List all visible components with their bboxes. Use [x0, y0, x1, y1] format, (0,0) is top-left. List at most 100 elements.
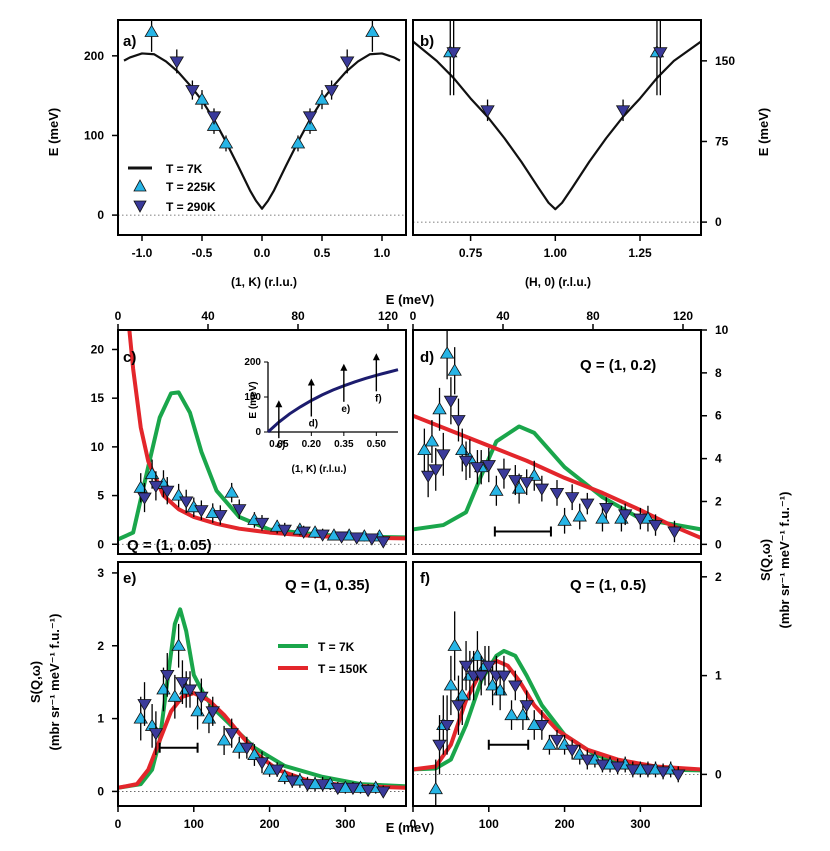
ytick-label-d: 2: [715, 494, 722, 508]
data-point-d-tri-down: [667, 526, 682, 539]
data-point-f-tri-down: [451, 700, 466, 713]
data-point-e-tri-down: [360, 785, 376, 798]
ytick-label-e: 0: [97, 784, 104, 798]
inset-ytick-label: 0: [255, 427, 261, 438]
data-point-e-tri-down: [182, 684, 198, 697]
ytick-label-f: 2: [715, 570, 722, 584]
data-point-a-tri-up: [218, 136, 234, 149]
series-line-c-t150k: [127, 331, 405, 541]
data-point-f-tri-down: [496, 670, 512, 683]
data-point-f-tri-down: [671, 769, 686, 782]
data-point-e-tri-up: [171, 638, 186, 651]
xtick-label-e: 300: [335, 817, 355, 831]
data-point-a-tri-up: [194, 92, 210, 105]
data-point-b-tri-down: [446, 47, 461, 60]
data-point-f-tri-down: [474, 670, 489, 683]
series-line-d-t150k: [414, 413, 700, 540]
data-point-d-tri-down: [451, 415, 466, 428]
inset-arrow-label-1: d): [309, 419, 318, 430]
top-xtick-label-c: 80: [291, 309, 305, 323]
ytick-label-c: 5: [97, 489, 104, 503]
panel-label-d: d): [420, 349, 434, 366]
inset-arrow-label-3: f): [375, 393, 382, 404]
panel-label-c: c): [123, 349, 136, 366]
series-line-a-t7k: [123, 52, 401, 210]
data-point-e-tri-up: [167, 689, 183, 702]
inset-xlabel: (1, K) (r.l.u.): [292, 464, 347, 475]
data-point-d-tri-up: [432, 402, 447, 415]
data-point-d-tri-down: [633, 513, 648, 526]
data-point-d-tri-down: [436, 449, 451, 462]
data-point-f-tri-down: [625, 764, 640, 777]
bottom-axis-label: E (meV): [386, 820, 434, 835]
legend-e-label-150k: T = 150K: [318, 662, 368, 676]
data-point-d-tri-up: [417, 442, 432, 455]
ytick-label-d: 4: [715, 452, 722, 466]
data-point-f-tri-up: [504, 707, 519, 721]
data-point-a-tri-up: [302, 118, 318, 131]
ytick-label-b: 150: [715, 54, 735, 68]
xtick-label-f: 200: [555, 817, 575, 831]
series-line-e-t150k: [119, 691, 405, 790]
data-point-e-tri-down: [254, 757, 270, 770]
data-point-a-tri-up: [144, 24, 159, 37]
xtick-label-e: 0: [115, 817, 122, 831]
inset-xtick-label: 0.50: [367, 439, 387, 450]
data-point-d-tri-up: [489, 483, 504, 496]
ytick-label-b: 0: [715, 215, 722, 229]
top-xtick-label-c: 0: [115, 309, 122, 323]
data-point-e-tri-down: [194, 691, 209, 705]
panel-label-a: a): [123, 33, 136, 50]
top-xtick-label-c: 120: [378, 309, 398, 323]
ytick-label-f: 1: [715, 669, 722, 683]
ytick-label-d: 6: [715, 409, 722, 423]
data-point-c-tri-down: [364, 533, 380, 546]
data-point-b-tri-down: [653, 47, 668, 60]
data-point-a-tri-down: [340, 56, 355, 69]
data-point-e-tri-down: [224, 728, 239, 741]
data-point-c-tri-down: [160, 485, 175, 498]
data-point-f-tri-down: [458, 660, 474, 674]
data-point-f-tri-down: [640, 764, 656, 777]
data-point-f-tri-up: [428, 781, 443, 795]
legend-a-label-225k: T = 225K: [166, 180, 216, 194]
data-point-c-tri-down: [315, 529, 330, 542]
data-point-d-tri-up: [447, 363, 462, 376]
inset-ylabel: E (meV): [248, 381, 259, 418]
ytick-label-d: 8: [715, 366, 722, 380]
xtick-label-e: 100: [184, 817, 204, 831]
panel-f: 0 1 2 0 100 200 300: [410, 561, 722, 831]
panel-d: 0 2 4 6 8 10 0 40 80 120: [410, 309, 729, 555]
data-point-f-tri-up: [542, 737, 557, 750]
series-line-f-t7k: [414, 648, 700, 773]
data-point-e-tri-down: [300, 779, 315, 792]
top-xtick-label-d: 120: [673, 309, 693, 323]
data-point-d-tri-down: [458, 455, 474, 469]
top-xtick-label-c: 40: [201, 309, 215, 323]
data-point-d-tri-down: [420, 470, 436, 484]
ytick-label-c: 10: [91, 440, 105, 454]
data-point-e-tri-down: [239, 742, 255, 756]
data-point-e-tri-up: [247, 747, 262, 760]
xtick-label-a: 1.0: [374, 246, 391, 260]
data-point-d-tri-up: [455, 442, 470, 455]
legend-a-label-7k: T = 7K: [166, 162, 203, 176]
ytick-label-b: 75: [715, 134, 729, 148]
data-point-d-tri-up: [572, 509, 587, 522]
xlabel-b: (H, 0) (r.l.u.): [525, 275, 591, 289]
legend-a-tri-down: [133, 200, 147, 213]
inset-xtick-label: 0.20: [302, 439, 322, 450]
xtick-label-a: 0.0: [254, 246, 271, 260]
data-point-c-tri-down: [194, 505, 209, 518]
data-point-a-tri-down: [169, 56, 184, 69]
data-point-f-tri-down: [534, 720, 550, 733]
data-point-f-tri-down: [580, 754, 595, 767]
data-point-f-tri-up: [470, 648, 485, 661]
shared-ylabel-left-1: S(Q,ω): [28, 661, 43, 703]
panel-frame-f: [412, 561, 702, 807]
data-point-a-tri-down: [324, 85, 339, 98]
data-point-e-tri-up: [190, 704, 205, 717]
inset-xtick-label: 0.35: [334, 439, 354, 450]
ytick-label-c: 15: [91, 391, 105, 405]
